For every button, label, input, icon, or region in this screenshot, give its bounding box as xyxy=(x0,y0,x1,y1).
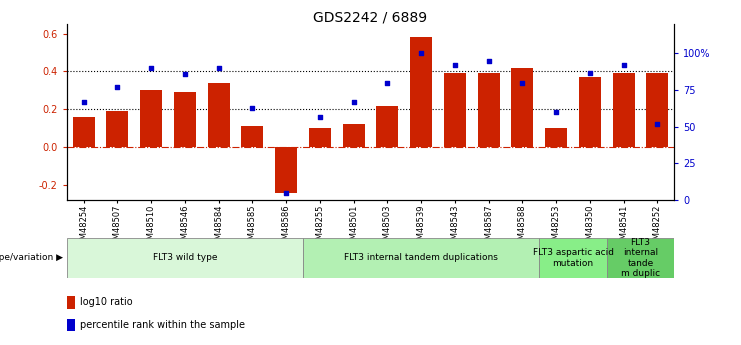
Bar xyxy=(478,73,499,147)
Point xyxy=(145,66,157,71)
Text: percentile rank within the sample: percentile rank within the sample xyxy=(80,320,245,330)
Point xyxy=(213,66,225,71)
Point xyxy=(78,99,90,105)
Point xyxy=(651,121,663,127)
Point xyxy=(382,80,393,86)
Bar xyxy=(342,125,365,147)
Point xyxy=(618,62,630,68)
Bar xyxy=(309,128,330,147)
Text: FLT3 internal tandem duplications: FLT3 internal tandem duplications xyxy=(345,253,498,263)
Text: FLT3 wild type: FLT3 wild type xyxy=(153,253,217,263)
Bar xyxy=(613,73,634,147)
Bar xyxy=(73,117,95,147)
Bar xyxy=(174,92,196,147)
Bar xyxy=(140,90,162,147)
Bar xyxy=(646,73,668,147)
Point xyxy=(516,80,528,86)
FancyBboxPatch shape xyxy=(67,238,303,278)
Point xyxy=(314,114,326,119)
Text: GDS2242 / 6889: GDS2242 / 6889 xyxy=(313,10,428,24)
Point xyxy=(584,70,596,75)
Bar xyxy=(242,126,263,147)
Point xyxy=(482,58,494,63)
Point xyxy=(179,71,190,77)
Point xyxy=(348,99,359,105)
Bar xyxy=(376,106,399,147)
Bar xyxy=(411,37,432,147)
Bar xyxy=(444,73,466,147)
Point xyxy=(247,105,259,110)
Bar xyxy=(67,318,75,331)
FancyBboxPatch shape xyxy=(539,238,607,278)
Point xyxy=(111,85,123,90)
Text: FLT3
internal
tande
m duplic: FLT3 internal tande m duplic xyxy=(621,238,660,278)
Point xyxy=(449,62,461,68)
Bar xyxy=(579,77,601,147)
Point xyxy=(551,109,562,115)
FancyBboxPatch shape xyxy=(303,238,539,278)
Text: FLT3 aspartic acid
mutation: FLT3 aspartic acid mutation xyxy=(533,248,614,268)
Point xyxy=(280,190,292,196)
Bar xyxy=(107,111,128,147)
Text: log10 ratio: log10 ratio xyxy=(80,297,133,307)
Text: genotype/variation ▶: genotype/variation ▶ xyxy=(0,253,63,263)
FancyBboxPatch shape xyxy=(607,238,674,278)
Point xyxy=(415,51,427,56)
Bar xyxy=(207,83,230,147)
Bar xyxy=(511,68,534,147)
Bar xyxy=(67,296,75,309)
Bar xyxy=(545,128,567,147)
Bar xyxy=(275,147,297,193)
